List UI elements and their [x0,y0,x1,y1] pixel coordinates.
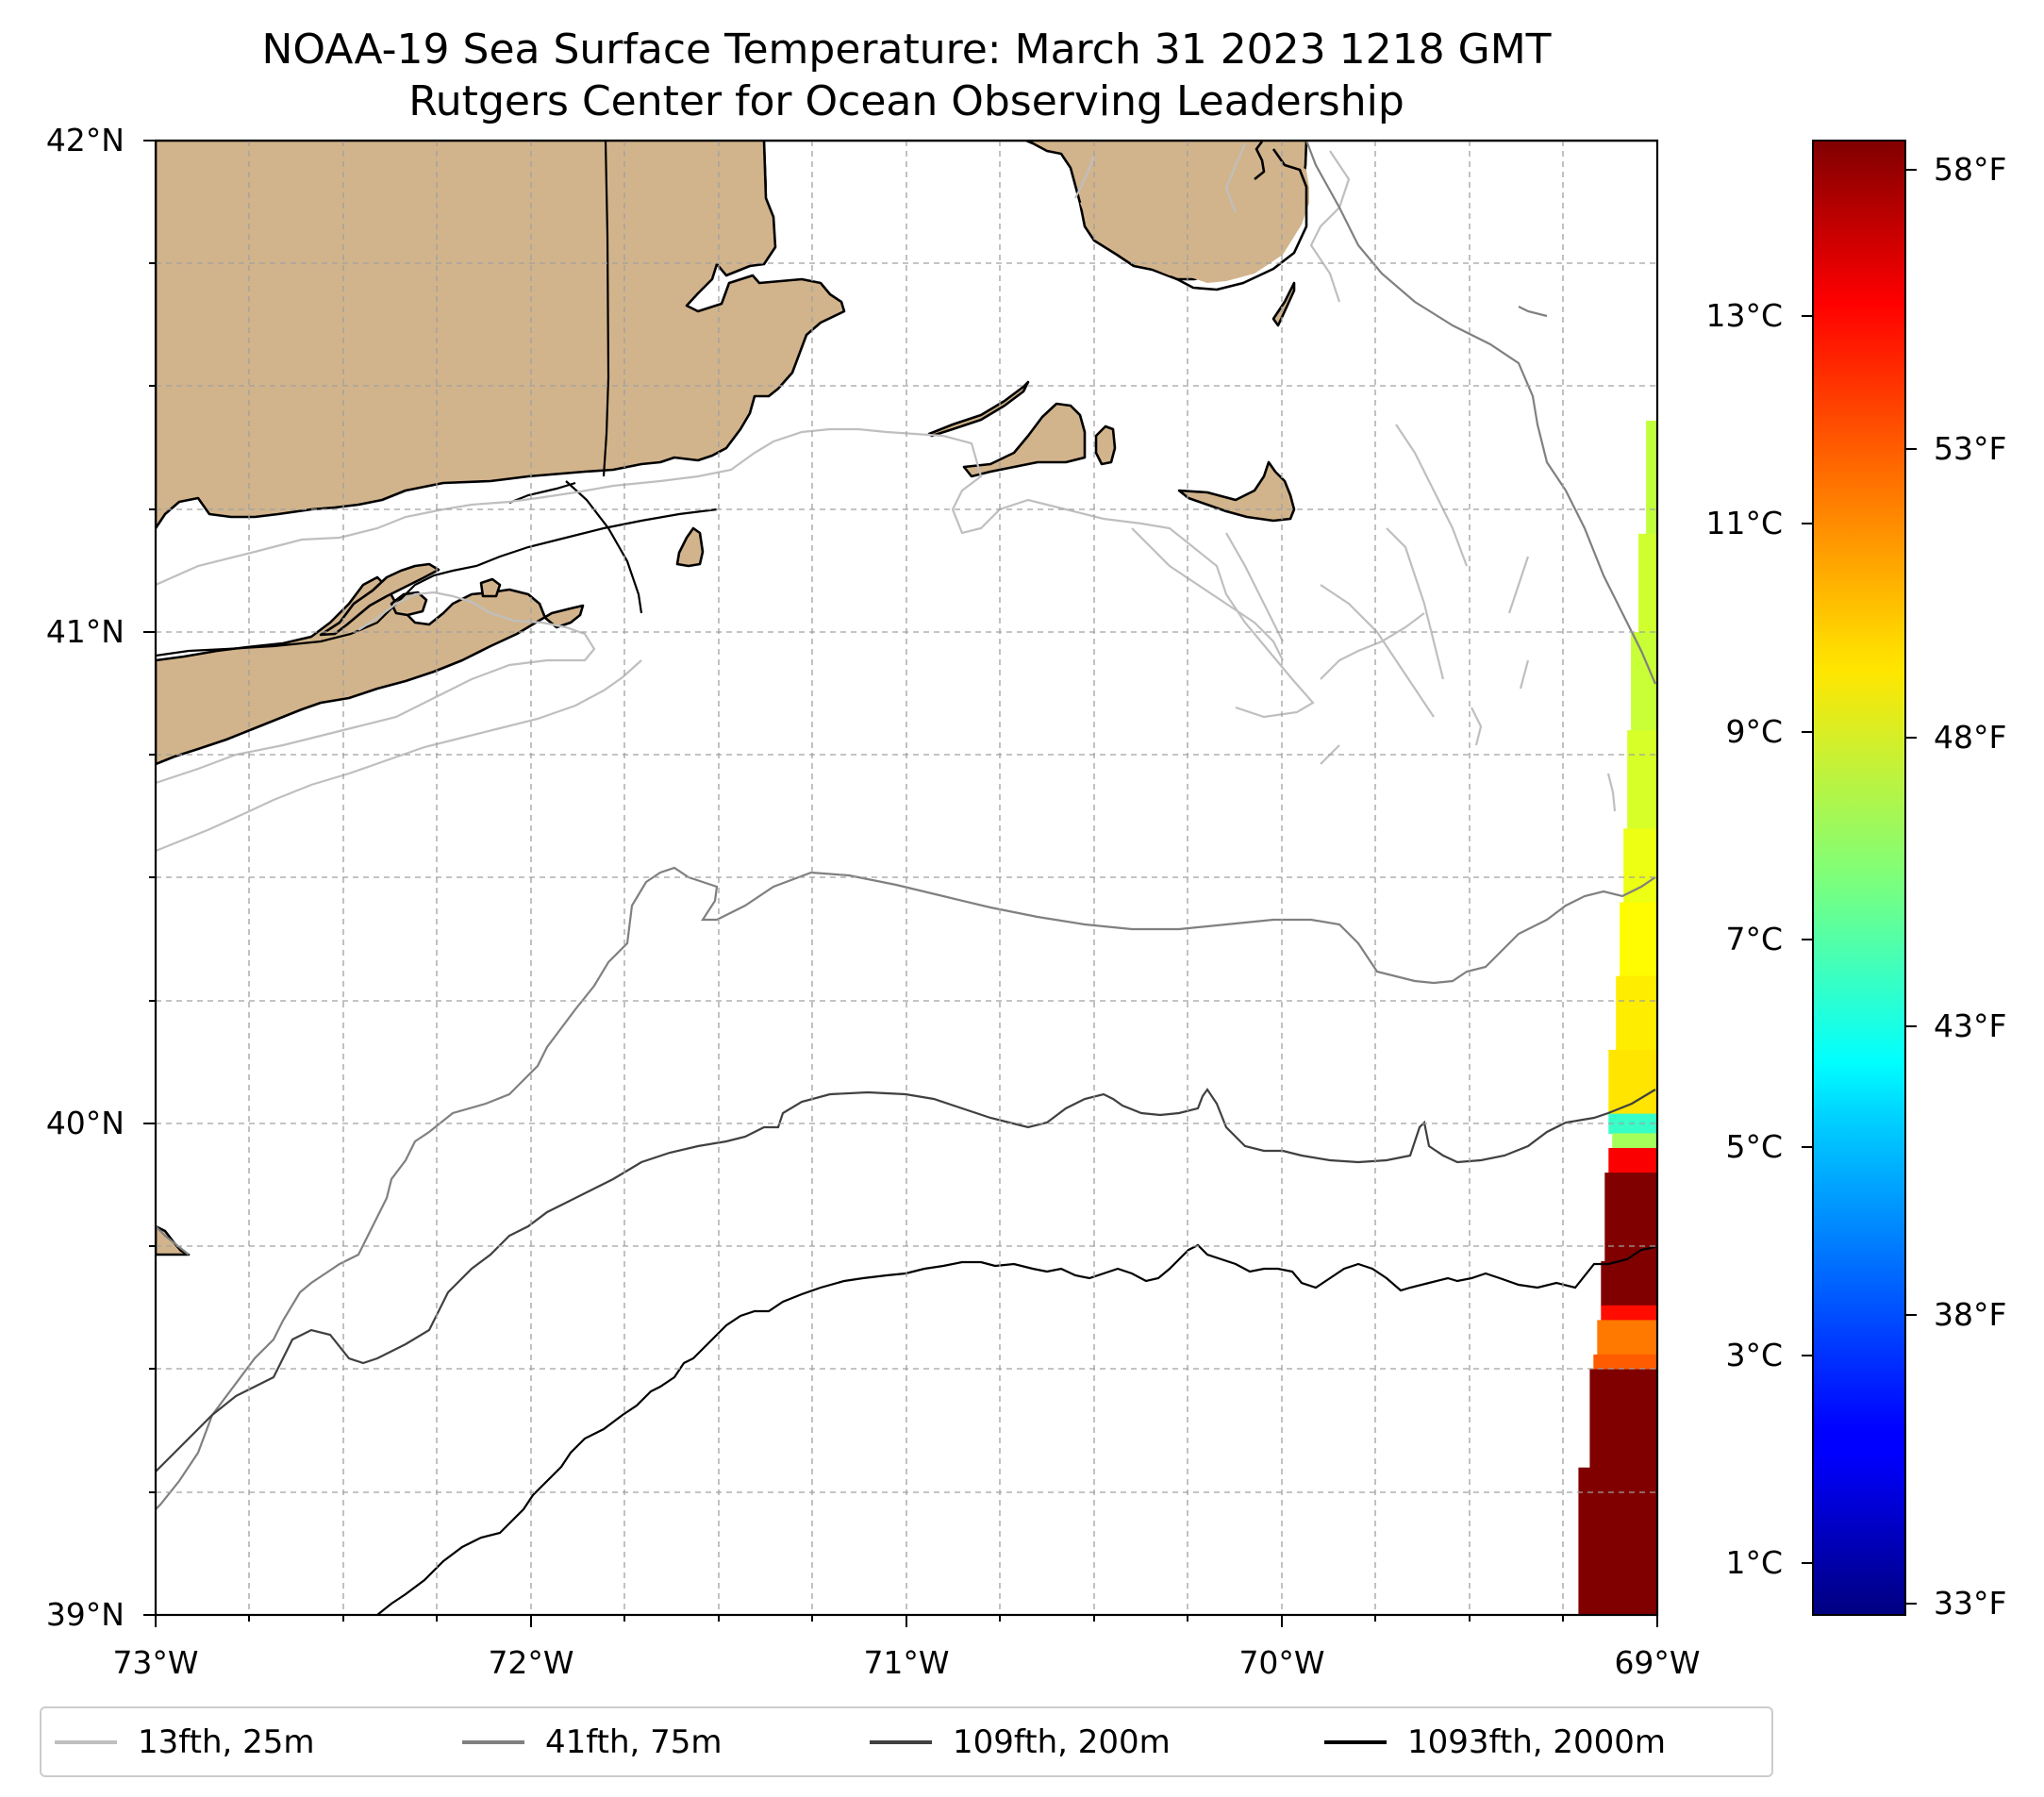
colorbar-fahrenheit-label: 43°F [1934,1007,2007,1044]
colorbar-fahrenheit-label: 48°F [1934,719,2007,756]
chappaquiddick [1094,424,1117,466]
sst-cell [1578,1467,1657,1615]
block-island [675,526,705,568]
legend-item-200m: 109fth, 200m [870,1708,1171,1775]
sst-cell [1623,828,1657,904]
cape-cod-outline [1176,141,1308,291]
colorbar-fahrenheit-label: 53°F [1934,430,2007,467]
colorbar [1802,140,1917,1616]
colorbar-celsius-label: 3°C [1725,1337,1783,1373]
colorbar-fahrenheit-ticks [1905,169,1917,1605]
gridlines [156,141,1657,1615]
state-borders [156,141,768,657]
colorbar-celsius-ticks [1802,315,1813,1564]
legend-swatch [462,1739,524,1744]
colorbar-celsius-label: 9°C [1725,713,1783,750]
sst-cell [1631,632,1657,731]
lon-tick-label: 73°W [112,1644,199,1681]
sst-cell [1601,1260,1657,1306]
lat-tick-label: 41°N [45,613,125,650]
sst-cell [1612,1133,1657,1149]
colorbar-celsius-label: 5°C [1725,1128,1783,1165]
colorbar-fahrenheit-label: 38°F [1934,1296,2007,1333]
gardiners-island [479,577,502,598]
axis-ticks [143,140,1658,1627]
sst-cell [1593,1354,1657,1371]
elizabeth-islands [927,380,1030,438]
chart-subtitle: Rutgers Center for Ocean Observing Leade… [408,77,1404,125]
cape-cod [1080,149,1309,283]
colorbar-celsius-label: 1°C [1725,1544,1783,1581]
lon-tick-label: 70°W [1238,1644,1325,1681]
lat-tick-label: 39°N [45,1596,125,1633]
colorbar-gradient [1812,140,1906,1616]
sst-cell [1616,975,1657,1051]
legend-swatch [55,1739,117,1744]
lon-tick-label: 71°W [863,1644,950,1681]
colorbar-fahrenheit-label: 33°F [1934,1585,2007,1622]
contour-2000m [376,1243,1656,1615]
long-island [156,575,585,766]
sst-cell [1638,533,1657,633]
sst-cell [1601,1305,1657,1321]
sst-cell [1646,421,1657,535]
contour-75m [156,141,1657,1510]
legend-label: 41fth, 75m [545,1722,723,1761]
chart-title: NOAA-19 Sea Surface Temperature: March 3… [261,25,1552,74]
monomoy [1271,281,1296,327]
sst-cell [1597,1320,1657,1356]
sst-cell [1608,1148,1657,1173]
legend-label: 109fth, 200m [953,1722,1171,1761]
legend-label: 1093fth, 2000m [1407,1722,1667,1761]
legend-item-25m: 13fth, 25m [55,1708,315,1775]
lon-tick-label: 69°W [1614,1644,1701,1681]
contour-200m [156,1088,1656,1473]
contour-25m [156,142,1617,853]
marthas-vineyard [962,402,1087,478]
colorbar-fahrenheit-label: 58°F [1934,151,2007,188]
legend-swatch [1324,1739,1387,1744]
lat-tick-label: 42°N [45,122,125,158]
map-panel [156,141,1657,1615]
sst-cell [1604,1173,1657,1262]
colorbar-celsius-label: 11°C [1705,505,1783,541]
legend-item-75m: 41fth, 75m [462,1708,723,1775]
lat-tick-label: 40°N [45,1105,125,1141]
sst-cell [1620,902,1657,977]
legend-item-2000m: 1093fth, 2000m [1324,1708,1666,1775]
sst-cell [1608,1049,1657,1115]
lon-tick-label: 72°W [488,1644,574,1681]
sst-cell [1589,1369,1657,1469]
sst-cell [1627,730,1657,829]
long-island-north-fork [319,562,440,637]
colorbar-celsius-label: 7°C [1725,921,1783,957]
contour-legend: 13fth, 25m 41fth, 75m 109fth, 200m 1093f… [40,1706,1773,1777]
colorbar-celsius-label: 13°C [1705,297,1783,334]
nantucket [1177,460,1296,523]
legend-swatch [870,1739,932,1744]
legend-label: 13fth, 25m [138,1722,315,1761]
